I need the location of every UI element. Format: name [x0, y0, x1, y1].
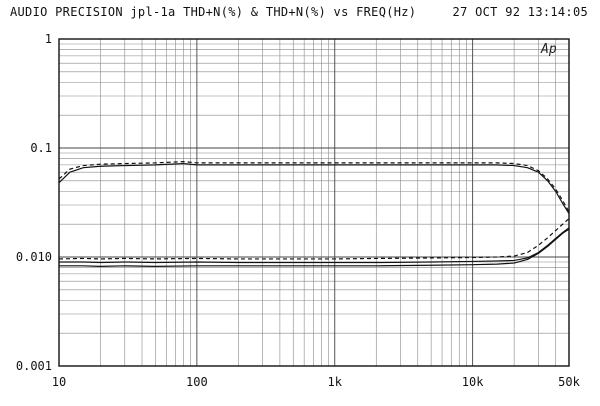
series-line	[58, 162, 570, 214]
x-tick-label: 50k	[558, 375, 580, 389]
minor-gridlines	[59, 39, 570, 366]
tick-labels: 10 100 1k 10k 50k 1 0.1 0.010 0.001	[16, 32, 581, 389]
series-line	[58, 218, 570, 260]
series-line	[58, 161, 570, 213]
chart-title: AUDIO PRECISION jpl-1a THD+N(%) & THD+N(…	[10, 5, 417, 19]
y-tick-label: 1	[45, 32, 52, 46]
series-layer	[58, 161, 570, 267]
series-line	[59, 228, 570, 267]
x-tick-label: 10k	[462, 375, 484, 389]
major-gridlines	[58, 39, 569, 367]
y-tick-label: 0.010	[16, 250, 52, 264]
x-tick-label: 10	[52, 375, 66, 389]
chart-timestamp: 27 OCT 92 13:14:05	[452, 5, 588, 19]
x-tick-label: 100	[186, 375, 208, 389]
y-tick-label: 0.1	[30, 141, 52, 155]
x-tick-label: 1k	[328, 375, 343, 389]
series-line	[59, 227, 570, 264]
plot-frame	[58, 38, 570, 367]
y-tick-label: 0.001	[16, 359, 52, 373]
ap-logo: Ap	[540, 42, 557, 57]
